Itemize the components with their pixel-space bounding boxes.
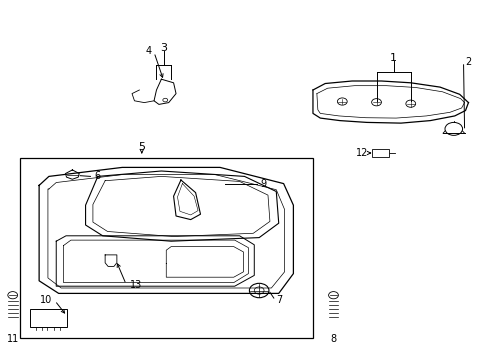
Text: 1: 1 [389,53,396,63]
Text: 4: 4 [145,46,151,56]
Text: 8: 8 [330,334,336,345]
Text: 9: 9 [260,179,266,189]
Text: 6: 6 [94,171,100,181]
Text: 12: 12 [355,148,367,158]
Text: 7: 7 [276,294,282,305]
Text: 5: 5 [138,142,145,152]
Text: 13: 13 [129,280,142,291]
Text: 2: 2 [465,57,471,67]
Bar [20,158,312,338]
Text: 10: 10 [40,294,52,305]
Text: 11: 11 [6,334,19,345]
Text: 3: 3 [160,42,167,53]
Bar [30,309,67,327]
Bar [371,149,388,157]
